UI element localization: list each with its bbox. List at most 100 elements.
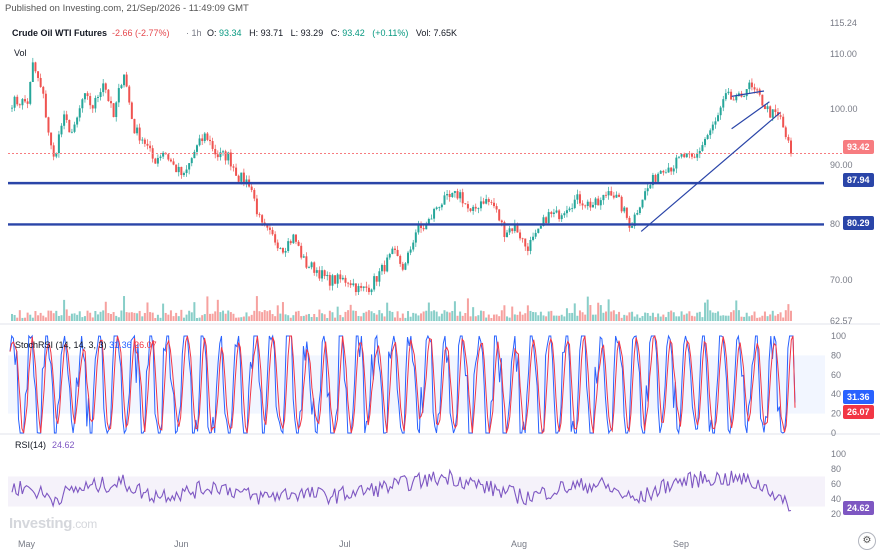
candle-body [409,249,412,253]
volume-bar [563,316,566,321]
candle-body [198,138,201,146]
rsi-axis-tick: 20 [831,509,841,519]
candle-body [693,156,696,158]
level-lower-tag: 80.29 [843,216,874,230]
candle-body [776,112,779,116]
volume-bar [159,317,162,321]
candle-body [479,201,482,209]
volume-bar [315,317,318,321]
volume-bar [24,317,27,321]
candle-body [412,242,415,250]
rsi-axis-tick: 100 [831,449,846,459]
volume-bar [646,313,649,321]
candle-body [83,93,86,100]
candle-body [130,102,133,119]
candle-body [664,172,667,174]
volume-bar [211,313,214,321]
candle-body [294,234,297,242]
volume-bar [581,312,584,321]
volume-bar [537,315,540,321]
candle-body [722,99,725,108]
volume-bar [560,314,563,321]
time-axis-tick: May [18,539,36,549]
candle-body [620,196,623,212]
candle-body [323,270,326,277]
volume-bar [784,310,787,321]
volume-bar [261,312,264,321]
volume-bar [667,311,670,321]
timeframe[interactable]: · 1h [186,28,202,38]
price-axis-tick: 110.00 [830,49,857,59]
candle-body [328,274,331,286]
settings-icon[interactable]: ⚙ [858,532,876,550]
candle-body [143,139,146,144]
candle-body [34,62,37,72]
volume-bar [662,314,665,321]
volume-bar [274,316,277,321]
candle-body [388,253,391,258]
volume-bar [774,315,777,321]
volume-bar [628,312,631,321]
candle-body [367,287,370,293]
candle-body [349,283,352,286]
volume-bar [354,310,357,321]
candle-body [508,228,511,233]
price-axis-tick: 100.00 [830,104,858,114]
candle-body [396,249,399,256]
volume-bar [344,311,347,321]
candle-body [206,133,209,140]
volume-bar [701,317,704,321]
volume-bar [102,310,105,321]
volume-bar [638,317,641,321]
candle-body [149,145,152,149]
stoch-d-tag: 26.07 [843,405,874,419]
candle-body [670,167,673,172]
volume-bar [407,311,410,321]
volume-bar [300,316,303,321]
candle-body [774,109,777,113]
candle-body [318,270,321,279]
volume-bar [370,311,373,321]
volume-bar [521,314,524,321]
volume-bar [380,313,383,321]
volume-bar [500,310,503,321]
candle-body [628,217,631,228]
volume-bar [375,314,378,321]
volume-bar [745,312,748,321]
volume-bar [78,311,81,321]
candle-body [393,248,396,250]
stoch-axis-tick: 100 [831,331,846,341]
candle-body [339,274,342,280]
volume-bar [55,310,58,321]
volume-bar [620,317,623,321]
volume-bar [391,311,394,321]
candle-body [195,145,198,152]
volume-bar [321,313,324,321]
volume-bar [594,314,597,321]
candle-body [552,212,555,214]
candle-body [435,207,438,209]
candle-body [284,251,287,253]
candle-body [182,173,185,176]
volume-bar [365,311,368,321]
candle-body [685,153,688,158]
candle-body [427,218,430,225]
candle-body [701,145,704,151]
volume-bar [724,315,727,321]
volume-bar [136,313,139,321]
volume-bar [31,317,34,321]
volume-bar [776,314,779,321]
volume-bar [636,314,639,321]
candle-body [519,232,522,239]
candle-body [214,148,217,155]
candle-body [706,135,709,140]
candle-body [133,118,136,134]
volume-bar [599,305,602,321]
candle-body [315,270,318,273]
volume-bar [610,311,613,321]
volume-bar [154,317,157,321]
candle-body [193,151,196,159]
volume-bar [526,305,529,321]
volume-bar [612,310,615,321]
